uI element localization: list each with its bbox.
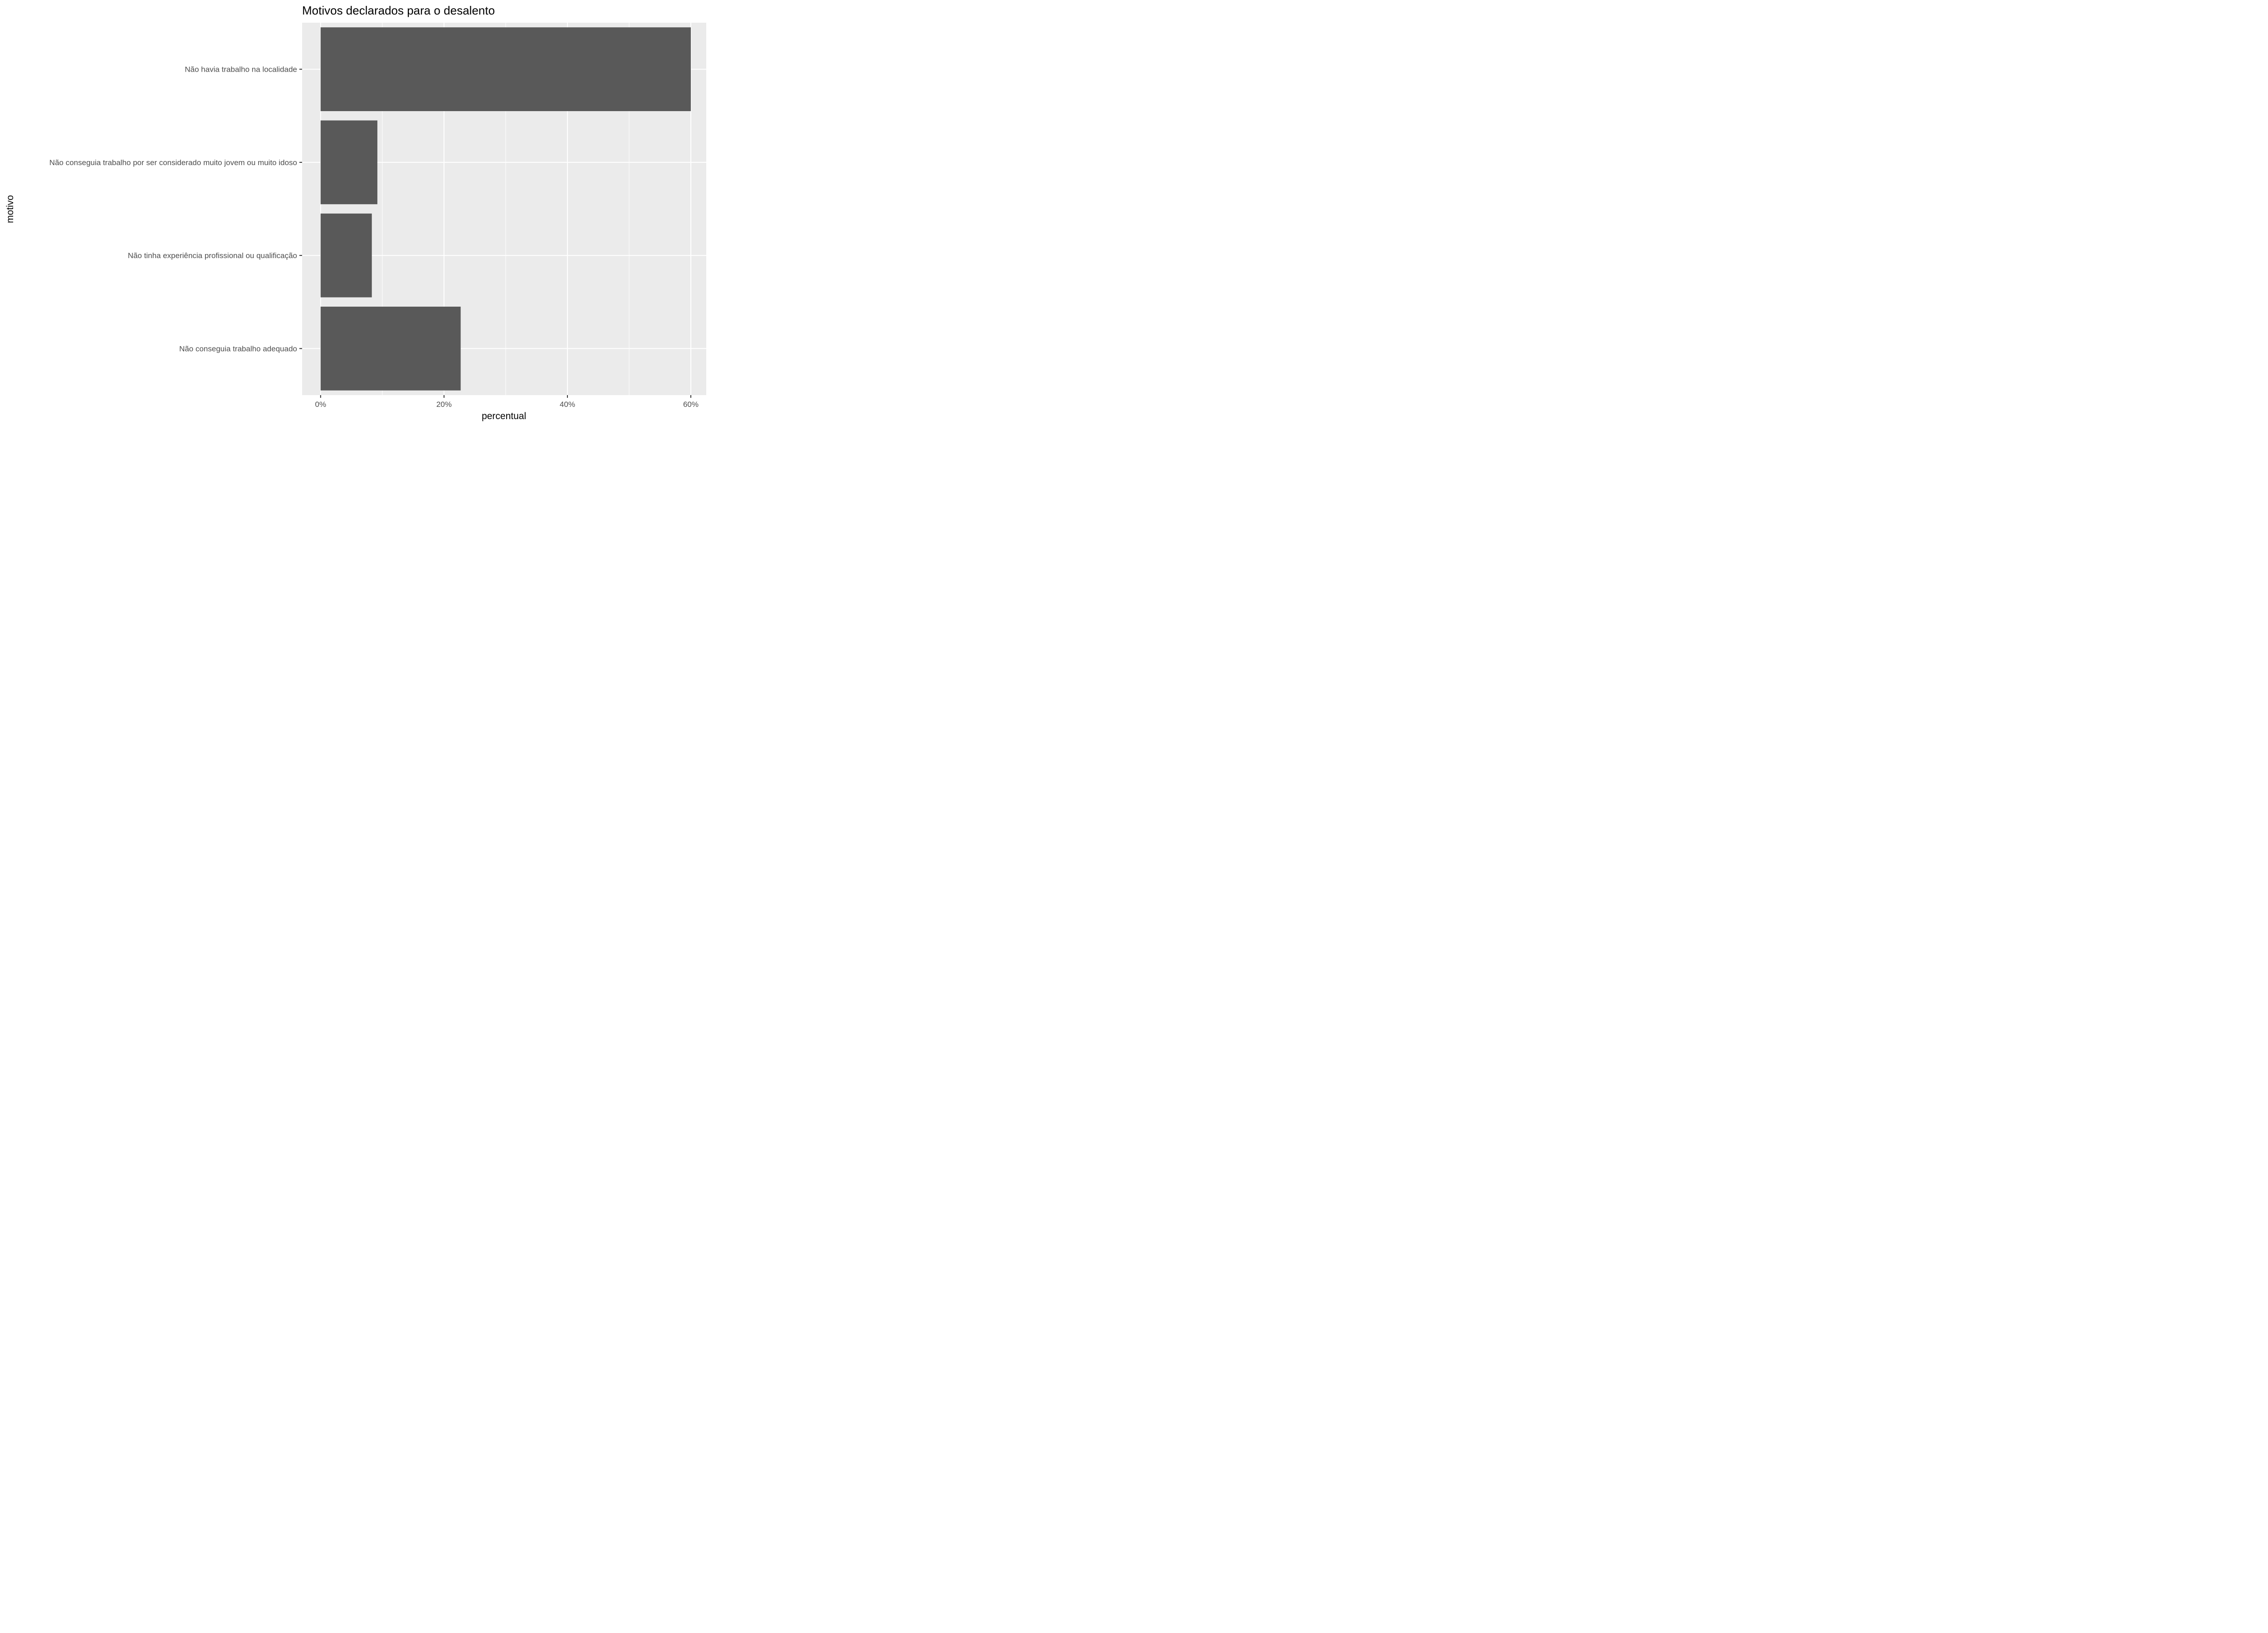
y-axis-title: motivo [5, 195, 15, 223]
x-axis-ticks: 0% 20% 40% 60% [315, 395, 699, 409]
y-tick-label: Não conseguia trabalho adequado [179, 344, 297, 353]
bar [320, 27, 691, 111]
bar-chart: Motivos declarados para o desalento Não … [5, 4, 706, 421]
x-tick-label: 20% [436, 400, 452, 409]
y-axis-ticks: Não havia trabalho na localidade Não cons… [49, 65, 302, 353]
chart-title: Motivos declarados para o desalento [302, 4, 495, 17]
bars [320, 27, 691, 391]
y-tick-label: Não tinha experiência profissional ou qu… [128, 251, 297, 260]
x-axis-title: percentual [482, 411, 526, 421]
bar [320, 213, 372, 298]
y-tick-label: Não havia trabalho na localidade [185, 65, 297, 74]
x-tick-label: 60% [683, 400, 699, 409]
bar [320, 307, 461, 391]
y-tick-label: Não conseguia trabalho por ser considera… [49, 158, 297, 167]
x-tick-label: 0% [315, 400, 327, 409]
x-tick-label: 40% [560, 400, 575, 409]
bar [320, 120, 377, 205]
